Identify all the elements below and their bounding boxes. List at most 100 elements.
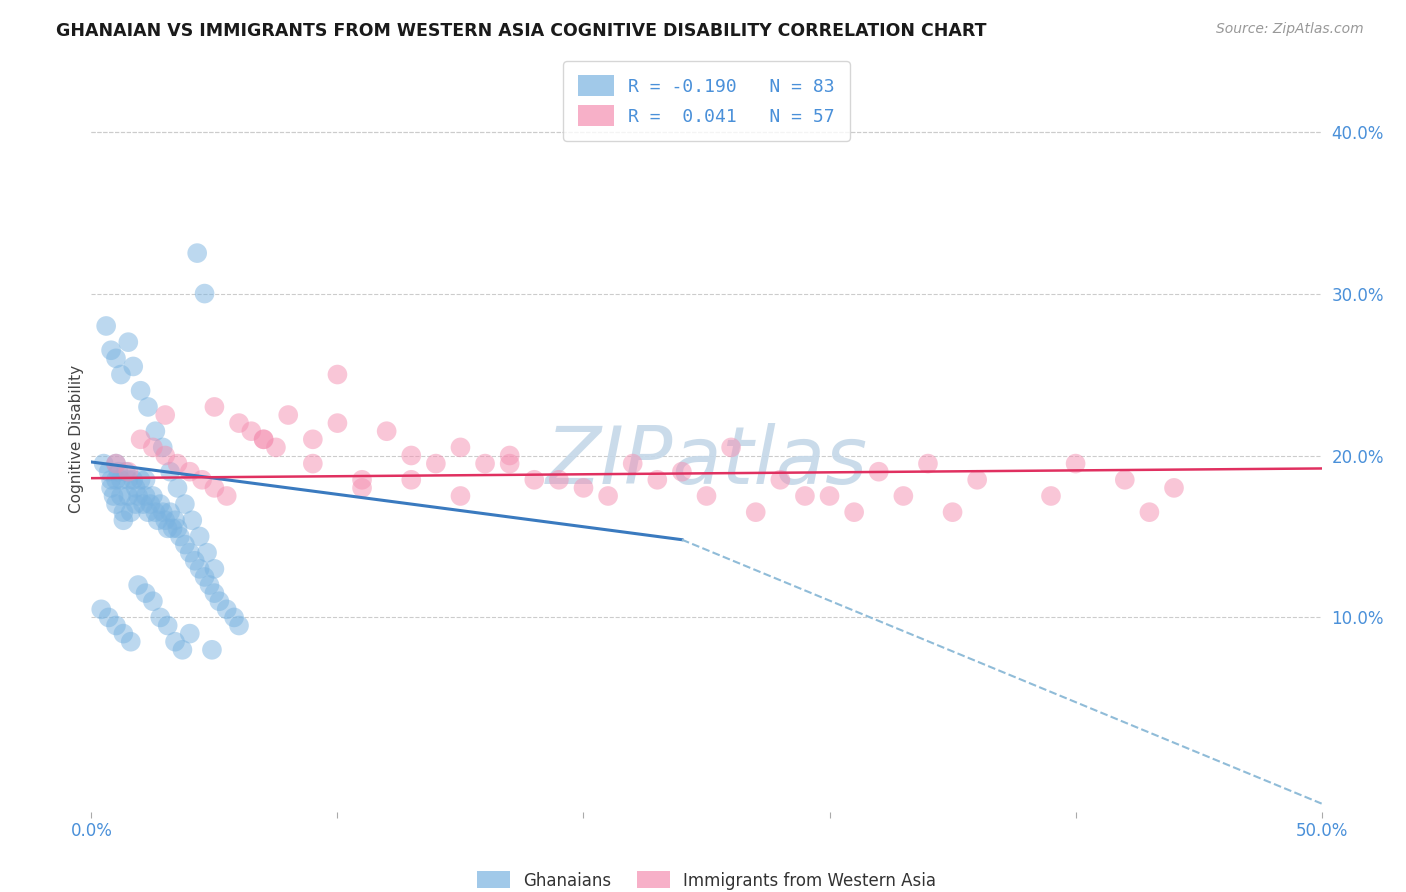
Point [966,473,988,487]
Point [120,634,142,648]
Point [193,570,217,584]
Point [842,505,865,519]
Point [202,400,225,414]
Point [621,457,644,471]
Point [135,473,156,487]
Point [153,513,177,527]
Point [156,618,179,632]
Point [117,465,139,479]
Point [136,505,159,519]
Point [142,489,165,503]
Point [818,489,841,503]
Point [124,497,146,511]
Point [202,562,225,576]
Point [127,489,149,503]
Point [149,497,172,511]
Point [868,465,890,479]
Point [399,449,422,463]
Point [132,497,155,511]
Point [129,473,152,487]
Point [129,384,152,398]
Point [153,408,177,422]
Point [105,457,127,471]
Point [129,433,152,447]
Point [277,408,299,422]
Point [179,626,201,640]
Point [166,521,188,535]
Point [301,457,323,471]
Point [264,441,287,455]
Point [96,318,117,333]
Point [112,513,135,527]
Point [166,457,188,471]
Point [105,351,127,366]
Point [181,513,204,527]
Point [152,505,174,519]
Point [127,578,149,592]
Point [122,473,145,487]
Point [186,246,208,260]
Point [112,505,135,519]
Point [120,505,142,519]
Point [208,594,231,608]
Point [153,449,177,463]
Point [191,473,214,487]
Point [301,433,323,447]
Point [891,489,914,503]
Text: Source: ZipAtlas.com: Source: ZipAtlas.com [1216,22,1364,37]
Point [169,529,191,543]
Point [100,343,122,358]
Point [941,505,963,519]
Point [1039,489,1063,503]
Point [240,424,263,438]
Point [166,481,188,495]
Point [547,473,569,487]
Point [228,618,250,632]
Point [253,433,276,447]
Point [425,457,447,471]
Y-axis label: Cognitive Disability: Cognitive Disability [69,365,84,514]
Point [222,610,246,624]
Point [90,602,112,616]
Point [105,497,127,511]
Point [100,481,122,495]
Point [105,473,127,487]
Point [117,473,139,487]
Point [145,424,166,438]
Point [449,489,471,503]
Point [720,441,742,455]
Point [100,473,122,487]
Point [97,465,120,479]
Point [156,521,179,535]
Point [645,473,669,487]
Point [695,489,717,503]
Point [162,521,184,535]
Point [159,465,181,479]
Point [105,618,127,632]
Point [163,634,186,648]
Point [375,424,398,438]
Point [135,489,156,503]
Point [326,416,349,430]
Point [152,441,174,455]
Point [117,489,139,503]
Point [97,610,120,624]
Point [139,497,162,511]
Point [498,457,520,471]
Point [135,586,156,600]
Text: ZIPatlas: ZIPatlas [546,423,868,500]
Point [198,578,221,592]
Point [202,481,225,495]
Point [117,335,139,350]
Point [1163,481,1185,495]
Point [110,368,132,382]
Point [174,537,197,551]
Point [745,505,768,519]
Point [174,497,197,511]
Point [228,416,250,430]
Point [917,457,939,471]
Point [136,400,159,414]
Point [523,473,546,487]
Point [253,433,276,447]
Point [202,586,225,600]
